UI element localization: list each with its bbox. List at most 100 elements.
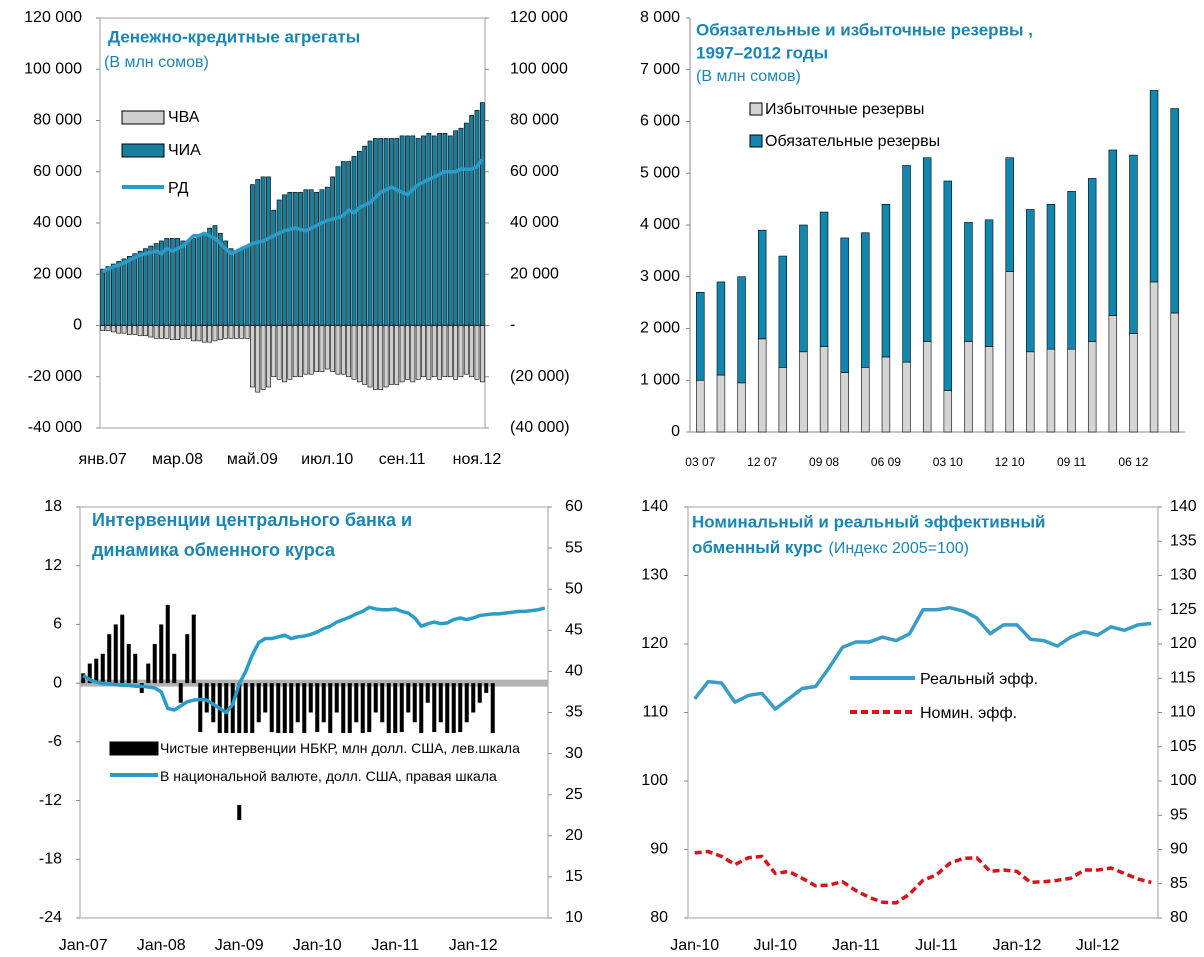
bar — [399, 325, 405, 383]
bar — [319, 325, 325, 372]
y2-tick-label: 135 — [1170, 532, 1197, 549]
bar — [250, 683, 255, 742]
y2-tick-label: 30 — [565, 745, 583, 762]
bar — [1129, 333, 1138, 433]
bar — [367, 683, 372, 733]
y-tick-label: 80 — [650, 909, 668, 926]
bar — [447, 135, 453, 326]
y2-tick-label: 90 — [1170, 841, 1188, 858]
bar — [185, 634, 190, 684]
bar — [133, 653, 138, 684]
bar — [165, 604, 170, 684]
bar — [716, 281, 726, 376]
bar — [180, 325, 186, 339]
bar — [1149, 281, 1159, 433]
bar — [346, 161, 352, 326]
x-tick-label: Jul-10 — [753, 937, 797, 954]
bar — [426, 133, 432, 326]
bar — [107, 634, 112, 684]
bar — [287, 191, 293, 326]
bar — [105, 266, 111, 326]
chart-title: обменный курс — [692, 538, 823, 557]
bar — [378, 138, 384, 326]
bar — [1170, 108, 1179, 314]
bar — [314, 325, 319, 372]
x-tick-label: Jan-12 — [993, 937, 1042, 954]
bar — [716, 374, 726, 433]
bar — [351, 156, 357, 326]
y-tick-label: 90 — [650, 841, 668, 858]
bar — [362, 145, 368, 326]
bar — [347, 683, 352, 762]
bar — [260, 325, 266, 390]
bar — [463, 122, 469, 326]
bar — [1026, 209, 1035, 353]
bar — [1046, 204, 1056, 350]
x-tick-label: Jan-10 — [293, 937, 342, 954]
bar — [217, 683, 222, 742]
y2-tick-label: 50 — [565, 580, 583, 597]
bar — [881, 204, 891, 358]
y2-tick-label: 20 — [565, 827, 583, 844]
y2-tick-label: 45 — [565, 622, 583, 639]
bar — [271, 325, 277, 378]
bar — [1026, 351, 1035, 433]
y-tick-label: 18 — [44, 498, 62, 515]
bar — [861, 232, 870, 368]
bar — [276, 199, 282, 326]
bar — [458, 127, 464, 326]
y-tick-label: 110 — [642, 704, 668, 721]
bar — [191, 325, 196, 342]
bar — [223, 325, 229, 339]
bar — [132, 253, 138, 326]
legend-label: В национальной валюте, долл. США, правая… — [160, 768, 497, 784]
bar — [372, 325, 378, 390]
bar — [902, 361, 911, 433]
line — [694, 849, 1152, 905]
bar — [356, 325, 362, 383]
bar — [881, 356, 891, 433]
y2-tick-label: 95 — [1170, 806, 1188, 823]
y2-tick-label: 15 — [565, 868, 583, 885]
chart-subtitle: (Индекс 2005=100) — [829, 540, 969, 557]
bar — [778, 367, 788, 433]
bar — [1170, 312, 1179, 433]
bar — [362, 325, 368, 385]
bar — [100, 325, 106, 331]
y-tick-label: 60 000 — [33, 163, 82, 180]
bar — [737, 276, 746, 384]
bar — [244, 245, 250, 326]
legend-swatch — [109, 741, 159, 756]
bar — [289, 683, 294, 762]
bar — [696, 379, 705, 433]
bar — [159, 240, 164, 326]
x-tick-label: 09 08 — [809, 455, 839, 469]
bar — [330, 325, 335, 372]
bar — [458, 325, 464, 378]
bar — [148, 325, 154, 338]
bar — [479, 325, 485, 383]
x-tick-label: Jan-11 — [832, 937, 880, 954]
bar — [153, 325, 159, 339]
y2-tick-label: 25 — [565, 786, 583, 803]
chart-title: 1997–2012 годы — [696, 43, 828, 62]
bar — [244, 325, 250, 339]
y-tick-label: 3 000 — [640, 268, 680, 285]
chart-subtitle: (В млн сомов) — [104, 54, 209, 71]
bar — [201, 325, 207, 343]
bar — [1108, 149, 1118, 316]
bar — [139, 683, 144, 693]
bar — [175, 325, 180, 340]
x-tick-label: 03 10 — [933, 455, 963, 469]
bar — [228, 248, 234, 326]
legend-label-box: Чистые интервенции НБКР, млн долл. США, … — [160, 740, 520, 756]
bar — [335, 166, 341, 326]
y2-tick-label: 115 — [1170, 669, 1196, 686]
y2-tick-label: 125 — [1170, 601, 1197, 618]
y2-tick-label: - — [510, 317, 515, 334]
bar — [110, 325, 116, 333]
bar — [354, 683, 359, 723]
bar — [172, 653, 177, 684]
y-tick-label: -18 — [39, 851, 62, 868]
bar — [819, 346, 829, 433]
